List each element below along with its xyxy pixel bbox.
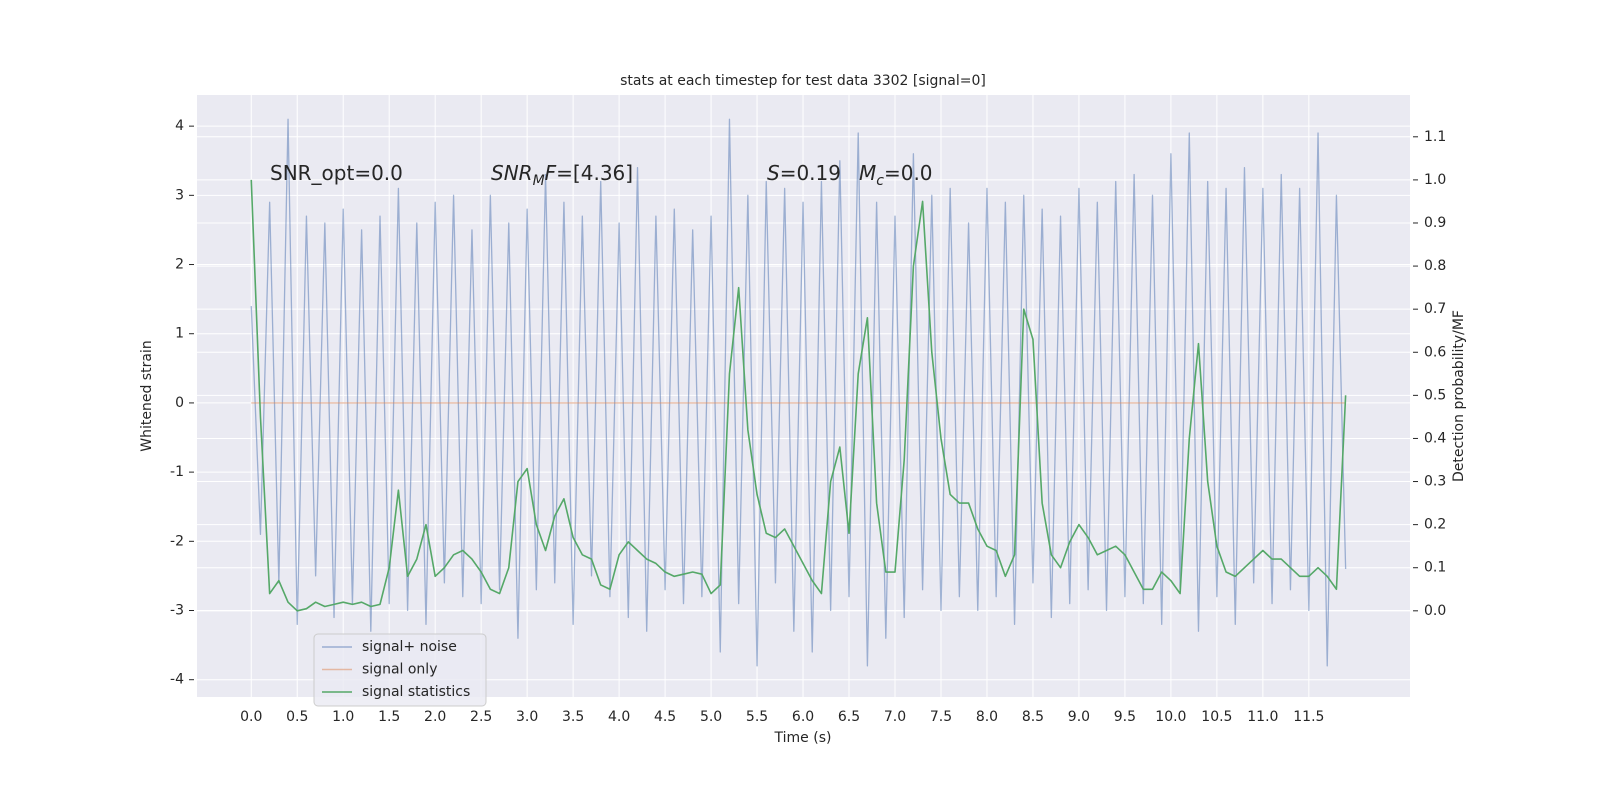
x-tick-label: 9.5 <box>1114 709 1136 725</box>
x-tick-label: 5.5 <box>746 709 768 725</box>
y2-tick-label: 0.7 <box>1424 301 1446 317</box>
annotation-part: c <box>876 173 884 189</box>
y-axis-label: Whitened strain <box>139 340 155 451</box>
y2-tick-label: 0.3 <box>1424 474 1446 490</box>
y2-axis-label: Detection probability/MF <box>1451 310 1467 482</box>
y-tick-label: 3 <box>175 187 184 203</box>
x-tick-label: 2.5 <box>470 709 492 725</box>
x-tick-label: 11.0 <box>1247 709 1278 725</box>
x-tick-label: 9.0 <box>1068 709 1090 725</box>
x-tick-label: 11.5 <box>1293 709 1324 725</box>
annotation: SNR_opt=0.0 <box>270 161 403 185</box>
x-tick-label: 7.0 <box>884 709 906 725</box>
y2-tick-label: 0.8 <box>1424 258 1446 274</box>
series-line <box>250 179 1347 612</box>
x-tick-label: 0.0 <box>240 709 262 725</box>
y2-tick-label: 0.6 <box>1424 344 1446 360</box>
x-tick-label: 4.5 <box>654 709 676 725</box>
x-tick-label: 7.5 <box>930 709 952 725</box>
annotation-part: =0.0 <box>884 161 933 185</box>
x-tick-label: 2.0 <box>424 709 446 725</box>
y2-tick-label: 0.9 <box>1424 215 1446 231</box>
y2-tick-label: 1.0 <box>1424 172 1446 188</box>
legend-label: signal only <box>362 662 437 678</box>
annotation-part: S <box>767 161 780 185</box>
x-tick-label: 4.0 <box>608 709 630 725</box>
x-tick-label: 6.5 <box>838 709 860 725</box>
marks <box>250 118 1347 667</box>
y-tick-label: 2 <box>175 257 184 273</box>
x-tick-label: 1.0 <box>332 709 354 725</box>
x-tick-label: 6.0 <box>792 709 814 725</box>
legend-box <box>313 633 487 707</box>
annotation-part: SNR_opt=0.0 <box>270 161 403 185</box>
labels: 0.0 0.5 1.0 1.5 2.0 2.5 3.0 3.5 4.0 4.5 5.0 5.5 6.0 6… <box>170 118 1446 725</box>
y-tick-label: 4 <box>175 118 184 134</box>
y2-tick-label: 0.1 <box>1424 560 1446 576</box>
annotation: S=0.19 <box>767 161 841 185</box>
chart-title: stats at each timestep for test data 330… <box>620 73 986 89</box>
y2-tick-label: 1.1 <box>1424 129 1446 145</box>
y-tick-label: 0 <box>175 395 184 411</box>
x-axis-label: Time (s) <box>774 730 832 746</box>
x-tick-label: 1.5 <box>378 709 400 725</box>
legend-label: signal statistics <box>362 684 470 700</box>
annotation-part: M <box>533 173 545 189</box>
y-tick-label: -2 <box>170 533 184 549</box>
annotation-part: =[4.36] <box>556 161 633 185</box>
y2-tick-label: 0.4 <box>1424 430 1446 446</box>
y-tick-label: -1 <box>170 464 184 480</box>
y2-tick-label: 0.5 <box>1424 387 1446 403</box>
y-tick-label: -4 <box>170 672 184 688</box>
x-tick-label: 8.0 <box>976 709 998 725</box>
series-line <box>250 118 1347 667</box>
y-tick-label: 1 <box>175 326 184 342</box>
x-tick-label: 3.0 <box>516 709 538 725</box>
y2-tick-label: 0.0 <box>1424 603 1446 619</box>
annotation-part: M <box>859 161 876 185</box>
annotation-part: F <box>545 161 557 185</box>
y-tick-label: -3 <box>170 603 184 619</box>
y2-tick-label: 0.2 <box>1424 517 1446 533</box>
annotation: SNRMF=[4.36] <box>491 161 633 189</box>
annotation-part: SNR <box>491 161 533 185</box>
legend-label: signal+ noise <box>362 639 457 655</box>
annotation: Mc=0.0 <box>859 161 933 189</box>
x-tick-label: 5.0 <box>700 709 722 725</box>
annotation-part: =0.19 <box>780 161 841 185</box>
legend: signal+ noise signal only signal statistic… <box>313 633 487 707</box>
x-tick-label: 3.5 <box>562 709 584 725</box>
x-tick-label: 8.5 <box>1022 709 1044 725</box>
x-tick-label: 0.5 <box>286 709 308 725</box>
x-tick-label: 10.5 <box>1201 709 1232 725</box>
x-tick-label: 10.0 <box>1155 709 1186 725</box>
